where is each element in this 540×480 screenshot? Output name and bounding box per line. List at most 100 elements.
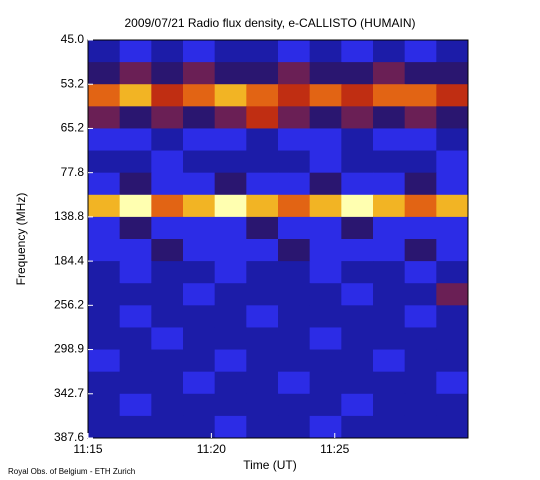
heat-cell (119, 283, 152, 306)
heat-cell (436, 128, 469, 152)
heat-cell (119, 194, 152, 218)
heat-cell (436, 371, 469, 395)
heat-cell (88, 327, 121, 351)
heat-cell (246, 216, 279, 240)
heat-cell (373, 172, 406, 196)
heat-cell (373, 371, 406, 395)
heat-cell (183, 305, 216, 328)
heat-cell (151, 349, 184, 373)
heat-cell (309, 40, 342, 63)
heat-cell (373, 84, 406, 107)
heat-cell (404, 194, 437, 218)
heat-cell (404, 349, 437, 373)
heat-cell (183, 106, 216, 129)
heat-cell (278, 283, 311, 306)
heat-cell (341, 84, 374, 107)
heat-cell (246, 128, 279, 152)
heat-cell (309, 261, 342, 284)
heat-cell (309, 239, 342, 262)
heat-cell (119, 371, 152, 395)
heat-cell (183, 150, 216, 174)
heat-cell (214, 216, 247, 240)
heat-cell (88, 194, 121, 218)
heat-cell (88, 261, 121, 284)
heat-cell (151, 216, 184, 240)
heat-cell (341, 239, 374, 262)
heat-cell (404, 371, 437, 395)
heat-cell (88, 84, 121, 107)
heat-cell (404, 305, 437, 328)
heat-cell (119, 327, 152, 351)
heat-cell (151, 62, 184, 85)
heat-cell (309, 106, 342, 129)
heat-cell (151, 415, 184, 439)
heat-cell (341, 194, 374, 218)
heat-cell (88, 349, 121, 373)
heat-cell (278, 216, 311, 240)
heat-cell (341, 261, 374, 284)
heat-cell (341, 415, 374, 439)
heat-cell (119, 150, 152, 174)
heat-cell (88, 239, 121, 262)
heat-cell (88, 150, 121, 174)
heat-cell (373, 349, 406, 373)
heat-cell (88, 62, 121, 85)
heat-cell (246, 150, 279, 174)
heat-cell (373, 305, 406, 328)
heat-cell (214, 393, 247, 417)
heat-cell (278, 239, 311, 262)
heat-cell (246, 84, 279, 107)
heat-cell (88, 393, 121, 417)
heat-cell (341, 172, 374, 196)
heat-cell (214, 349, 247, 373)
y-tick-label: 45.0 (61, 32, 85, 46)
heat-cell (246, 283, 279, 306)
heat-cell (309, 371, 342, 395)
heat-cell (183, 84, 216, 107)
heat-cell (404, 415, 437, 439)
heat-cell (278, 393, 311, 417)
heat-cell (404, 261, 437, 284)
heat-cell (404, 150, 437, 174)
heat-cell (246, 371, 279, 395)
heat-cell (373, 62, 406, 85)
heat-cell (119, 62, 152, 85)
heat-cell (246, 106, 279, 129)
heat-cell (183, 40, 216, 63)
heat-cell (309, 62, 342, 85)
chart-title: 2009/07/21 Radio flux density, e-CALLIST… (124, 16, 415, 30)
heat-cell (404, 283, 437, 306)
heat-cell (88, 305, 121, 328)
heat-cell (404, 393, 437, 417)
heat-cell (214, 62, 247, 85)
heat-cell (436, 84, 469, 107)
heat-cell (183, 371, 216, 395)
heat-cell (309, 194, 342, 218)
heat-cell (436, 172, 469, 196)
heat-cell (183, 239, 216, 262)
heat-cell (309, 349, 342, 373)
heat-cell (151, 239, 184, 262)
heat-cell (341, 106, 374, 129)
heat-cell (246, 305, 279, 328)
y-tick-label: 77.8 (61, 165, 85, 179)
heat-cell (119, 106, 152, 129)
heat-cell (246, 194, 279, 218)
heat-cell (404, 128, 437, 152)
heat-cell (278, 84, 311, 107)
heat-cell (183, 261, 216, 284)
heat-cell (278, 349, 311, 373)
heat-cell (183, 327, 216, 351)
heat-cell (309, 128, 342, 152)
heat-cell (88, 128, 121, 152)
heat-cell (278, 327, 311, 351)
x-tick-label: 11:25 (320, 442, 349, 456)
heat-cell (183, 128, 216, 152)
heat-cell (404, 62, 437, 85)
heat-cell (151, 393, 184, 417)
heat-cell (214, 84, 247, 107)
heat-cell (309, 327, 342, 351)
heat-cell (341, 150, 374, 174)
heat-cell (341, 216, 374, 240)
